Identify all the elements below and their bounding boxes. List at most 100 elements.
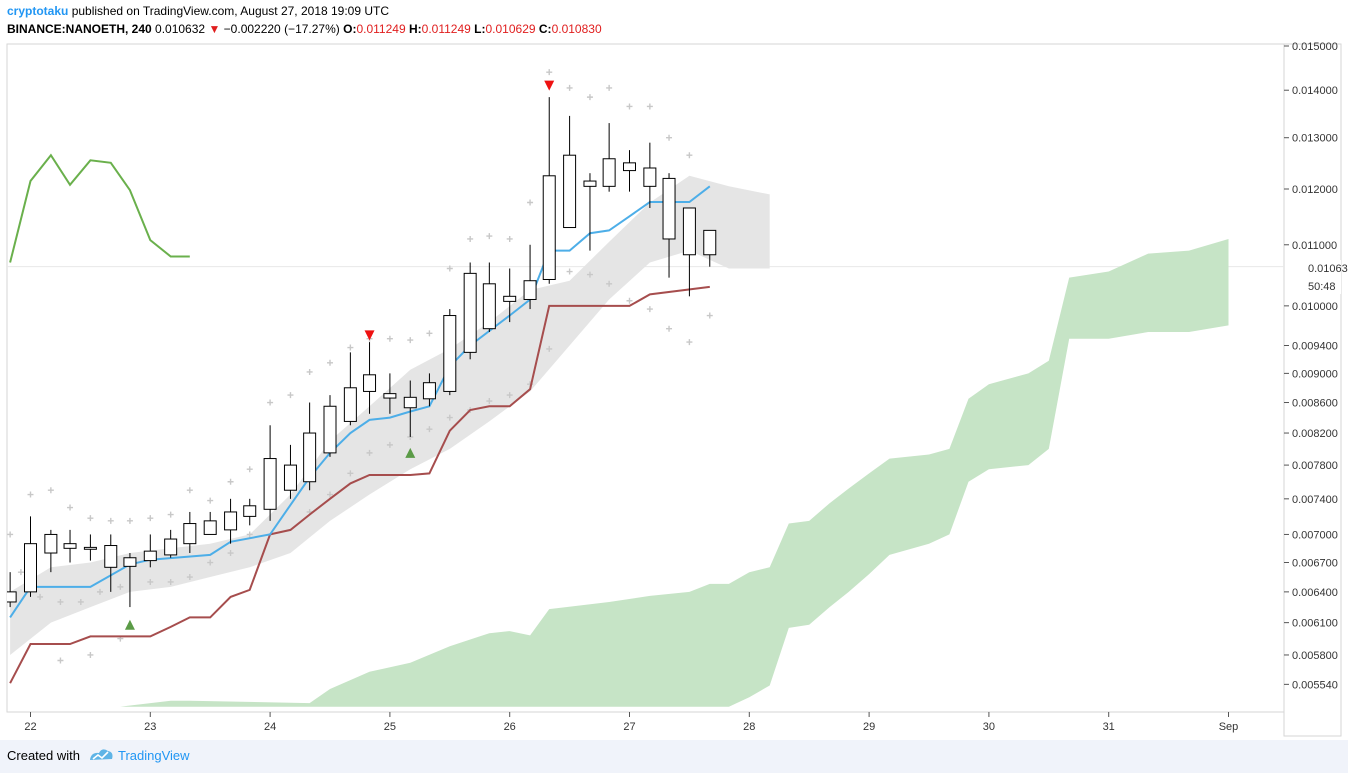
price-axis-border <box>1283 43 1342 737</box>
candle[interactable] <box>104 534 118 592</box>
candle-body <box>542 175 556 280</box>
candle[interactable] <box>463 262 477 360</box>
candle[interactable] <box>164 529 178 558</box>
candles[interactable] <box>4 97 717 608</box>
cross-marker <box>366 449 373 456</box>
publish-line: cryptotaku published on TradingView.com,… <box>7 4 389 18</box>
cloud-gray <box>10 175 770 656</box>
cross-marker <box>77 598 84 605</box>
lagging-span <box>9 153 190 263</box>
cross-marker <box>386 335 393 342</box>
price-axis-label: 0.010000 <box>1292 301 1338 313</box>
conversion-line <box>9 185 711 618</box>
price-chart[interactable]: 0.005540 0.005800 0.006100 0.006400 0.006700… <box>0 40 1348 740</box>
candle[interactable] <box>643 142 657 208</box>
author-link[interactable]: cryptotaku <box>7 4 69 18</box>
tradingview-logo-icon[interactable] <box>88 746 114 764</box>
candle-body <box>583 180 597 187</box>
candle-body <box>563 154 577 229</box>
candle[interactable] <box>263 425 277 521</box>
candle[interactable] <box>83 534 97 561</box>
candle[interactable] <box>183 511 197 554</box>
price-axis-label: 0.008200 <box>1292 428 1338 440</box>
cross-marker <box>486 398 493 405</box>
candle[interactable] <box>224 498 238 544</box>
candle[interactable] <box>542 97 556 284</box>
cross-marker <box>606 84 613 91</box>
cross-marker <box>207 497 214 504</box>
candle[interactable] <box>583 173 597 251</box>
candle[interactable] <box>363 342 377 414</box>
cross-marker <box>186 487 193 494</box>
down-triangle-icon: ▼ <box>208 22 221 36</box>
open-label: O: <box>343 22 357 36</box>
candle[interactable] <box>243 498 257 526</box>
price-axis-label: 0.011000 <box>1292 240 1337 252</box>
sell-signal-marker <box>364 330 375 341</box>
candle[interactable] <box>143 534 157 568</box>
last-price: 0.010632 <box>155 22 206 36</box>
candle[interactable] <box>563 115 577 229</box>
cross-marker <box>407 337 414 344</box>
candle-body <box>24 543 37 593</box>
price-axis[interactable]: 0.005540 0.005800 0.006100 0.006400 0.006700… <box>1284 41 1338 691</box>
price-axis-label: 0.007000 <box>1292 529 1338 541</box>
cross-marker <box>686 339 693 346</box>
candle[interactable] <box>523 244 537 310</box>
candle[interactable] <box>4 572 17 608</box>
cross-marker <box>347 470 354 477</box>
candle[interactable] <box>283 444 297 499</box>
price-axis-label: 0.006100 <box>1292 618 1338 630</box>
cross-marker <box>646 306 653 313</box>
base-line <box>9 285 710 684</box>
candle[interactable] <box>403 380 417 437</box>
candle[interactable] <box>203 511 217 535</box>
candle-body <box>7 591 17 603</box>
candle[interactable] <box>343 352 357 426</box>
cross-marker <box>87 515 94 522</box>
candle-body <box>403 396 417 409</box>
candle[interactable] <box>682 207 696 297</box>
cross-marker <box>47 487 54 494</box>
candle[interactable] <box>662 173 676 278</box>
candle-body <box>164 538 178 556</box>
candle-body <box>383 393 397 399</box>
cross-marker <box>546 69 553 76</box>
cross-marker <box>426 426 433 433</box>
price-axis-label: 0.015000 <box>1292 41 1338 53</box>
cross-marker <box>446 265 453 272</box>
candle[interactable] <box>503 268 517 323</box>
cross-marker <box>626 297 633 304</box>
candle[interactable] <box>44 529 58 573</box>
cross-marker <box>186 574 193 581</box>
cross-marker <box>246 466 253 473</box>
candle[interactable] <box>422 373 436 407</box>
candle[interactable] <box>63 529 77 563</box>
cross-marker <box>666 325 673 332</box>
candle[interactable] <box>323 395 337 457</box>
candle-body <box>703 229 717 256</box>
candle[interactable] <box>303 402 317 491</box>
cross-marker <box>96 588 103 595</box>
candle[interactable] <box>602 123 616 192</box>
cross-marker <box>57 657 64 664</box>
candle-body <box>602 158 616 187</box>
candle-body <box>422 382 436 400</box>
candle[interactable] <box>482 262 496 333</box>
candle[interactable] <box>383 373 397 414</box>
candle[interactable] <box>24 516 37 597</box>
cross-marker <box>147 578 154 585</box>
candle[interactable] <box>623 150 636 192</box>
candle[interactable] <box>703 229 717 267</box>
cross-marker <box>207 559 214 566</box>
time-axis[interactable]: 22 23 24 25 26 27 28 29 30 31 Sep <box>7 711 1284 733</box>
cross-marker <box>7 531 14 538</box>
cross-marker <box>586 94 593 101</box>
candle[interactable] <box>443 309 457 396</box>
price-axis-label: 0.009400 <box>1292 341 1338 353</box>
cross-marker <box>486 233 493 240</box>
tradingview-brand-link[interactable]: TradingView <box>118 748 190 763</box>
footer: Created with TradingView <box>0 740 1348 773</box>
cross-marker <box>426 330 433 337</box>
candle[interactable] <box>123 553 137 608</box>
